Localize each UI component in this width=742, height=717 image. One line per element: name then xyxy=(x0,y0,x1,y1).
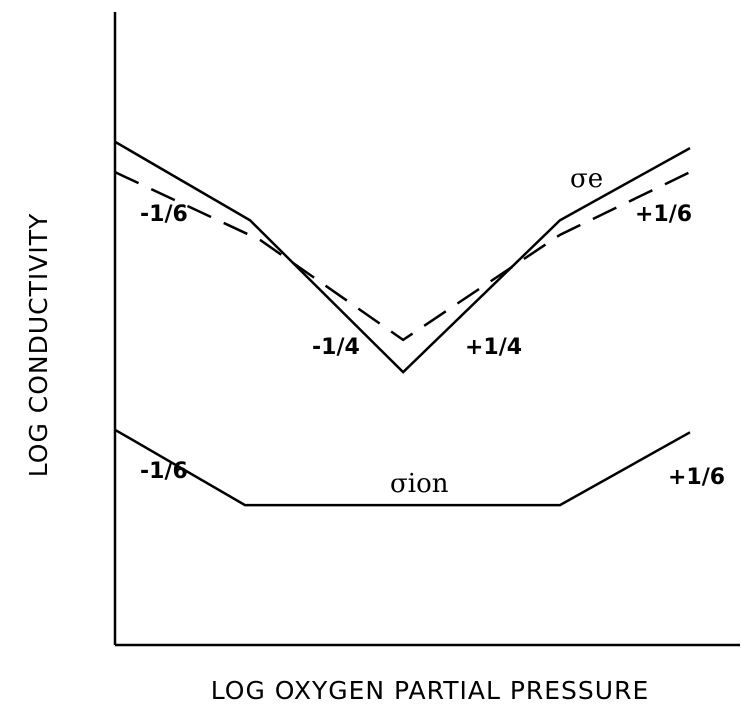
line xyxy=(114,428,691,507)
slope-annotation: +1/6 xyxy=(635,202,692,227)
slope-annotation: +1/6 xyxy=(668,465,725,490)
slope-annotation: -1/4 xyxy=(312,335,360,360)
slope-annotation: -1/6 xyxy=(140,459,188,484)
slope-annotation: +1/4 xyxy=(465,335,522,360)
curve-label: σe xyxy=(570,164,603,194)
slope-annotation: -1/6 xyxy=(140,202,188,227)
line xyxy=(114,171,691,342)
y-axis-label: LOG CONDUCTIVITY xyxy=(24,213,53,478)
line xyxy=(114,140,691,374)
curve-label: σion xyxy=(390,469,449,499)
x-axis-label: LOG OXYGEN PARTIAL PRESSURE xyxy=(211,676,650,705)
